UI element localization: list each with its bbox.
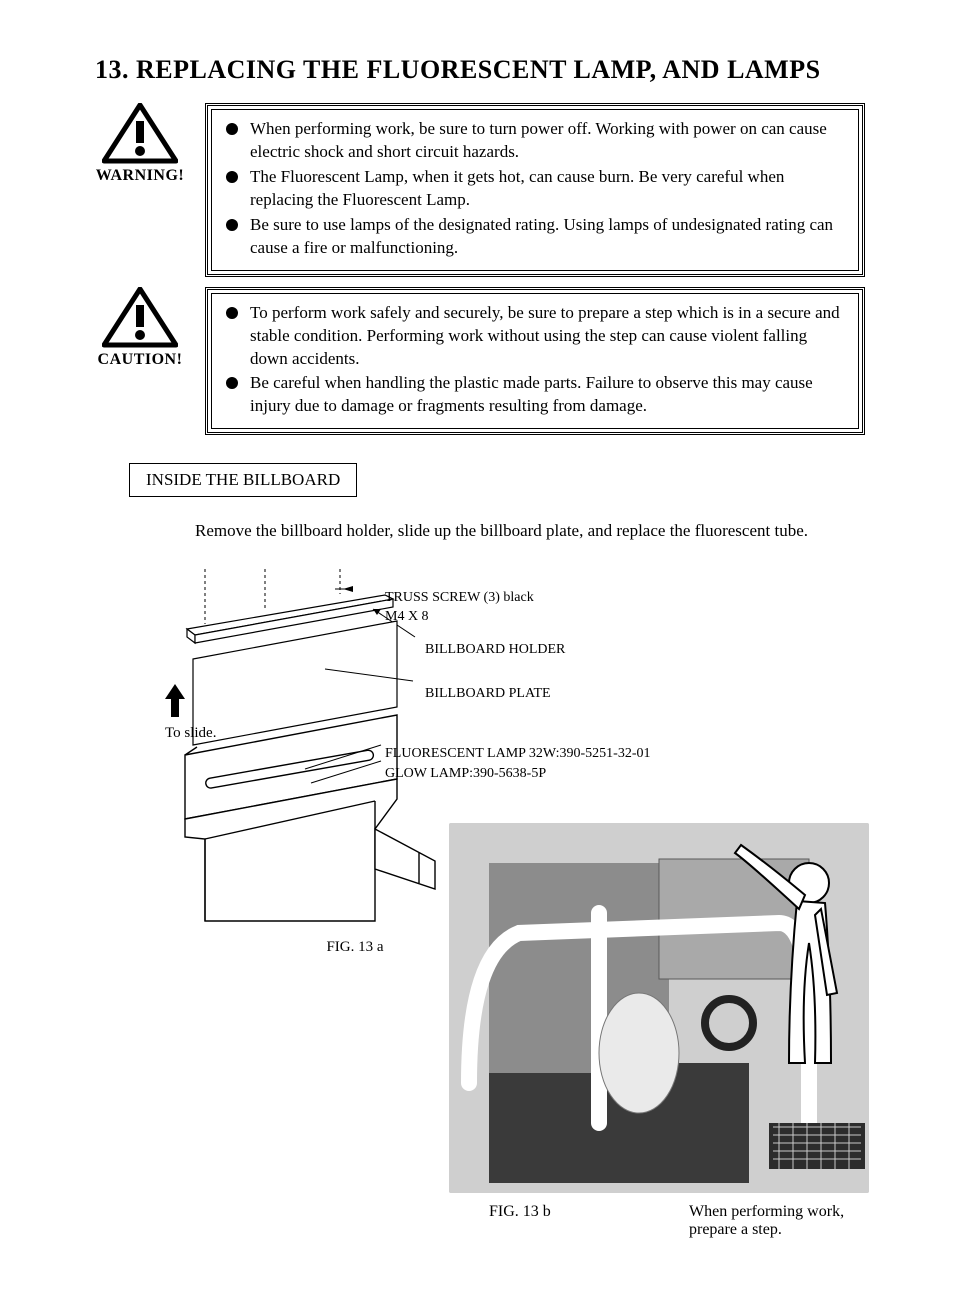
warning-icon-block: WARNING! [95, 103, 185, 185]
figure-b-note: When performing work, prepare a step. [689, 1203, 879, 1239]
instruction-text: Remove the billboard holder, slide up th… [195, 521, 869, 541]
page: 13. REPLACING THE FLUORESCENT LAMP, AND … [0, 0, 954, 1299]
label-truss-screw: TRUSS SCREW (3) black M4 X 8 [385, 589, 534, 625]
warning-label: WARNING! [96, 167, 184, 185]
warning-box: When performing work, be sure to turn po… [205, 103, 865, 277]
warning-list: When performing work, be sure to turn po… [222, 118, 844, 260]
caution-item: To perform work safely and securely, be … [222, 302, 844, 371]
figure-b-caption: FIG. 13 b [489, 1203, 551, 1221]
caution-triangle-icon [102, 287, 178, 349]
caution-list: To perform work safely and securely, be … [222, 302, 844, 419]
figure-b-illustration [449, 823, 869, 1193]
figure-b-caption-row: FIG. 13 b When performing work, prepare … [449, 1203, 889, 1239]
slide-arrow-icon [165, 684, 185, 717]
warning-triangle-icon [102, 103, 178, 165]
warning-item: The Fluorescent Lamp, when it gets hot, … [222, 166, 844, 212]
caution-row: CAUTION! To perform work safely and secu… [95, 287, 869, 436]
label-truss-line1: TRUSS SCREW (3) black [385, 590, 534, 605]
label-billboard-plate: BILLBOARD PLATE [425, 685, 551, 703]
section-label: INSIDE THE BILLBOARD [129, 463, 357, 497]
label-fluorescent-lamp: FLUORESCENT LAMP 32W:390-5251-32-01 [385, 745, 650, 763]
label-billboard-holder: BILLBOARD HOLDER [425, 641, 565, 659]
caution-box: To perform work safely and securely, be … [205, 287, 865, 436]
label-to-slide: To slide. [165, 724, 216, 744]
figure-b: FIG. 13 b When performing work, prepare … [449, 823, 889, 1239]
caution-item: Be careful when handling the plastic mad… [222, 372, 844, 418]
label-truss-line2: M4 X 8 [385, 608, 534, 626]
warning-item: Be sure to use lamps of the designated r… [222, 214, 844, 260]
figure-b-image [449, 823, 869, 1193]
caution-label: CAUTION! [98, 351, 183, 369]
figures-area: FIG. 13 a TRUSS SCREW (3) black M4 X 8 B… [95, 569, 869, 1259]
caution-icon-block: CAUTION! [95, 287, 185, 369]
warning-row: WARNING! When performing work, be sure t… [95, 103, 869, 277]
label-glow-lamp: GLOW LAMP:390-5638-5P [385, 765, 546, 783]
warning-item: When performing work, be sure to turn po… [222, 118, 844, 164]
page-title: 13. REPLACING THE FLUORESCENT LAMP, AND … [95, 55, 869, 85]
